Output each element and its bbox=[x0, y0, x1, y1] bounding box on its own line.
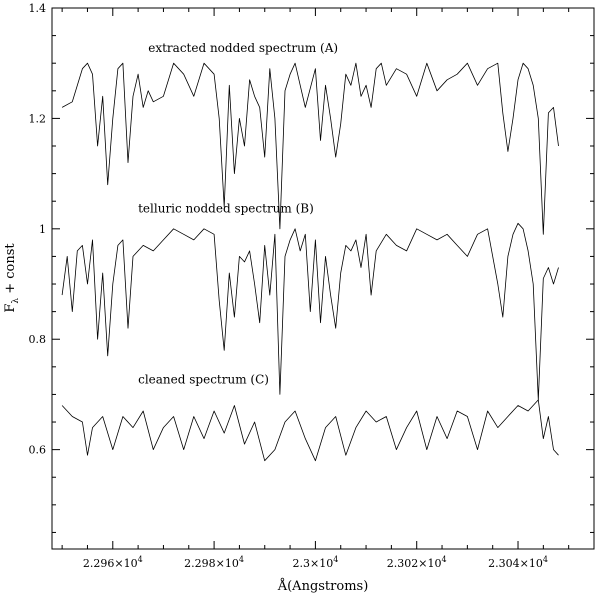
x-tick-exponent: 4 bbox=[442, 555, 447, 564]
x-tick-label: 2.304×104 bbox=[488, 555, 548, 570]
series-label-c: cleaned spectrum (C) bbox=[138, 372, 269, 386]
series-layer bbox=[61, 62, 559, 462]
y-tick-label: 1.2 bbox=[29, 112, 47, 125]
spectrum-line-b bbox=[61, 222, 559, 401]
plot-frame bbox=[51, 7, 595, 550]
x-tick-label: 2.3×104 bbox=[292, 555, 338, 570]
x-tick-mantissa: 2.304×10 bbox=[488, 557, 543, 570]
y-axis-label-suffix: + const bbox=[3, 243, 18, 298]
x-tick-label: 2.298×104 bbox=[184, 555, 244, 570]
annotations: extracted nodded spectrum (A) telluric no… bbox=[138, 41, 338, 386]
x-tick-mantissa: 2.3×10 bbox=[292, 557, 333, 570]
x-tick-exponent: 4 bbox=[543, 555, 548, 564]
x-tick-label: 2.302×104 bbox=[387, 555, 447, 570]
y-tick-label: 0.8 bbox=[29, 333, 47, 346]
y-axis-label-subscript: λ bbox=[11, 298, 21, 304]
y-axis-label: Fλ + const bbox=[3, 243, 21, 313]
x-tick-exponent: 4 bbox=[138, 555, 143, 564]
x-axis-ticks: 2.296×104 2.298×104 2.3×104 2.302×104 2.304×… bbox=[61, 8, 595, 570]
x-tick-label: 2.296×104 bbox=[83, 555, 143, 570]
series-label-b: telluric nodded spectrum (B) bbox=[138, 201, 314, 215]
x-axis-label: Å(Angstroms) bbox=[277, 578, 369, 594]
x-tick-mantissa: 2.302×10 bbox=[387, 557, 442, 570]
x-tick-mantissa: 2.298×10 bbox=[184, 557, 239, 570]
y-tick-label: 1.4 bbox=[29, 2, 47, 15]
spectrum-line-c bbox=[61, 399, 559, 462]
y-axis-ticks: 0.6 0.8 1 1.2 1.4 bbox=[29, 2, 594, 533]
spectrum-line-a bbox=[61, 62, 559, 235]
x-tick-exponent: 4 bbox=[239, 555, 244, 564]
x-tick-exponent: 4 bbox=[333, 555, 338, 564]
series-label-a: extracted nodded spectrum (A) bbox=[148, 41, 338, 55]
y-axis-label-main: F bbox=[3, 304, 18, 313]
y-tick-label: 0.6 bbox=[29, 444, 47, 457]
x-tick-mantissa: 2.296×10 bbox=[83, 557, 138, 570]
y-tick-label: 1 bbox=[39, 223, 46, 236]
